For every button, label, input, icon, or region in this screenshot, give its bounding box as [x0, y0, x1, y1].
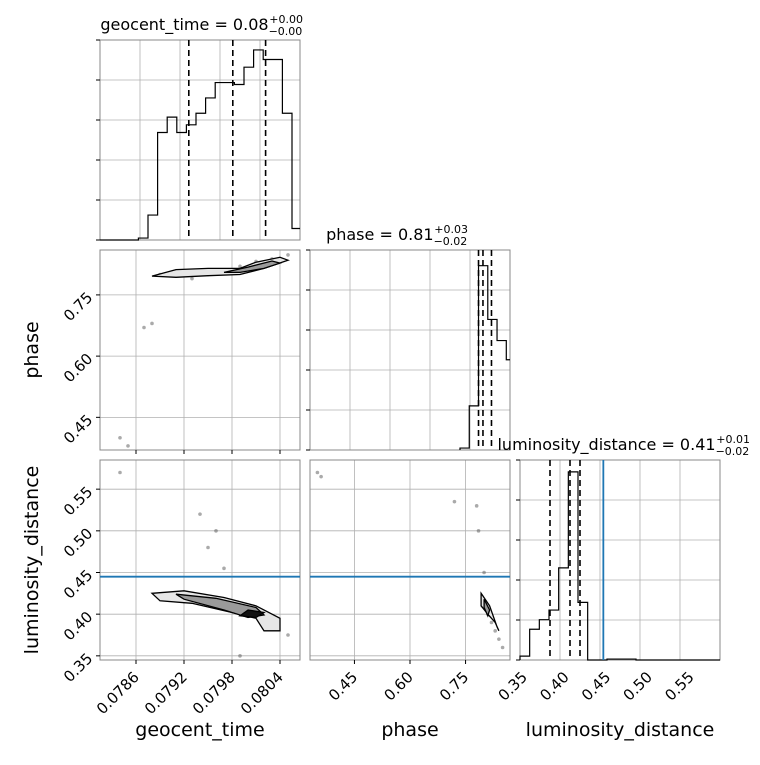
histogram-frame-geocent_time — [99, 39, 301, 241]
sample-point — [500, 645, 505, 650]
histogram-frame-luminosity_distance — [519, 459, 721, 661]
y-axis-label-phase: phase — [21, 321, 43, 378]
sample-point — [214, 529, 218, 533]
x-tick-label-phase: 0.75 — [436, 668, 472, 704]
x-tick-label-geocent_time: 0.0786 — [93, 668, 143, 718]
sample-point — [190, 276, 194, 281]
density-contour — [151, 256, 290, 278]
sample-point — [198, 512, 202, 516]
density-contour — [223, 260, 283, 274]
y-tick-label-phase: 0.45 — [60, 411, 96, 447]
sample-point — [476, 529, 481, 533]
x-tick-label-luminosity_distance: 0.40 — [536, 668, 572, 704]
y-tick-label-phase: 0.60 — [60, 350, 96, 386]
density-contour — [238, 609, 266, 619]
sample-point — [150, 321, 154, 326]
sample-point — [474, 504, 479, 508]
x-tick-label-luminosity_distance: 0.35 — [495, 668, 531, 704]
histogram-title-phase: phase = 0.81−0.02+0.03 — [326, 223, 468, 248]
x-axis-label-luminosity_distance: luminosity_distance — [526, 719, 715, 741]
sample-point — [222, 566, 226, 571]
sample-point — [315, 470, 320, 475]
sample-point — [497, 637, 501, 641]
sample-point — [206, 545, 210, 550]
histogram-title-geocent_time: geocent_time = 0.08−0.00+0.00 — [100, 13, 303, 38]
x-axis-label-geocent_time: geocent_time — [135, 719, 264, 741]
sample-point — [482, 570, 486, 575]
panel-frame-geocent_time-luminosity_distance — [99, 459, 301, 661]
y-tick-label-luminosity_distance: 0.50 — [60, 524, 96, 560]
y-tick-label-phase: 0.75 — [60, 289, 96, 325]
x-tick-label-geocent_time: 0.0798 — [189, 668, 239, 718]
sample-point — [142, 325, 146, 330]
x-tick-label-phase: 0.60 — [380, 668, 416, 704]
density-contour — [150, 590, 281, 632]
histogram-step-phase — [459, 265, 510, 450]
sample-point — [452, 499, 457, 504]
sample-point — [286, 633, 290, 637]
y-tick-label-luminosity_distance: 0.45 — [60, 566, 96, 602]
sample-point — [238, 654, 242, 658]
sample-cloud-geocent_time-phase — [118, 253, 290, 448]
x-axis-label-phase: phase — [381, 719, 438, 741]
sample-point — [238, 264, 242, 269]
y-tick-label-luminosity_distance: 0.40 — [60, 608, 96, 644]
y-tick-label-luminosity_distance: 0.55 — [60, 483, 96, 519]
histogram-frame-phase — [309, 249, 511, 451]
histogram-step-geocent_time — [100, 49, 300, 241]
density-contour — [483, 598, 491, 618]
histogram-step-luminosity_distance — [519, 471, 720, 661]
x-tick-label-phase: 0.45 — [325, 668, 361, 704]
sample-point — [286, 253, 290, 257]
sample-point — [489, 620, 494, 625]
histogram-title-luminosity_distance: luminosity_distance = 0.41−0.02+0.01 — [497, 433, 750, 458]
x-tick-label-luminosity_distance: 0.45 — [578, 668, 614, 704]
x-tick-label-geocent_time: 0.0804 — [237, 668, 287, 718]
sample-point — [319, 474, 323, 479]
sample-point — [493, 629, 497, 633]
sample-point — [118, 435, 122, 440]
sample-point — [118, 470, 122, 475]
panel-frame-geocent_time-phase — [99, 249, 301, 451]
y-axis-label-luminosity_distance: luminosity_distance — [21, 466, 43, 655]
density-contour — [480, 591, 500, 632]
y-tick-label-luminosity_distance: 0.35 — [60, 649, 96, 685]
sample-point — [126, 444, 130, 448]
x-tick-label-luminosity_distance: 0.55 — [661, 668, 697, 704]
x-tick-label-geocent_time: 0.0792 — [141, 668, 191, 718]
x-tick-label-luminosity_distance: 0.50 — [620, 668, 656, 704]
